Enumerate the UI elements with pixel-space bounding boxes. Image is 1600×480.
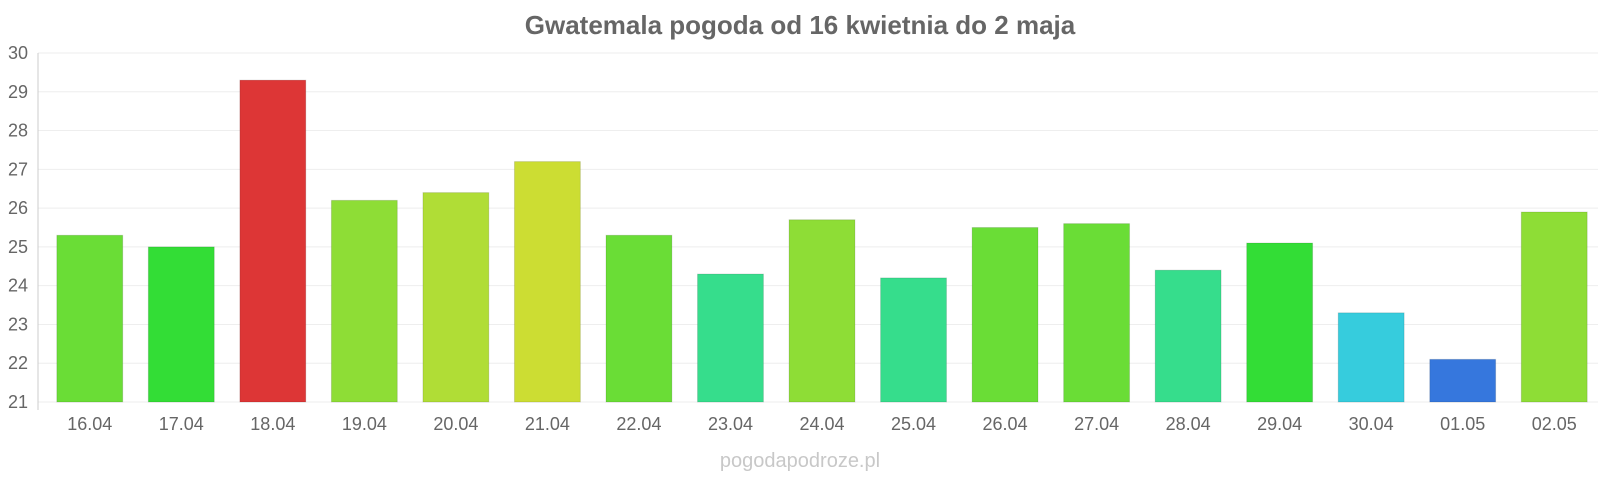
bar-02.05: [1520, 211, 1588, 403]
bar-18.04: [239, 79, 307, 403]
x-tick-label: 25.04: [891, 414, 936, 434]
bar-24.04: [788, 219, 856, 403]
y-tick-label: 24: [8, 276, 28, 296]
x-tick-label: 30.04: [1349, 414, 1394, 434]
x-tick-label: 18.04: [250, 414, 295, 434]
x-tick-label: 29.04: [1257, 414, 1302, 434]
x-tick-label: 22.04: [616, 414, 661, 434]
bar-01.05: [1429, 358, 1497, 403]
bar-26.04: [971, 227, 1039, 403]
bar-27.04: [1063, 223, 1131, 403]
bar-19.04: [330, 199, 398, 403]
x-tick-label: 24.04: [799, 414, 844, 434]
y-tick-label: 22: [8, 353, 28, 373]
x-tick-label: 26.04: [983, 414, 1028, 434]
bars: [56, 79, 1588, 403]
y-tick-label: 26: [8, 198, 28, 218]
x-tick-label: 17.04: [159, 414, 204, 434]
x-tick-label: 21.04: [525, 414, 570, 434]
bar-30.04: [1337, 312, 1405, 403]
x-tick-label: 27.04: [1074, 414, 1119, 434]
x-tick-label: 20.04: [433, 414, 478, 434]
bar-17.04: [147, 246, 215, 403]
x-tick-label: 23.04: [708, 414, 753, 434]
x-tick-label: 28.04: [1166, 414, 1211, 434]
y-tick-label: 28: [8, 121, 28, 141]
bar-23.04: [697, 273, 764, 403]
bar-28.04: [1154, 269, 1222, 403]
x-tick-label: 01.05: [1440, 414, 1485, 434]
x-axis-ticks: 16.04 17.04 18.04 19.04 20.04 21.04 22.04 23.04…: [67, 414, 1577, 434]
y-tick-label: 21: [8, 392, 28, 412]
watermark: pogodapodroze.pl: [719, 450, 881, 472]
bar-21.04: [513, 161, 581, 403]
y-tick-label: 23: [8, 314, 28, 334]
x-tick-label: 02.05: [1532, 414, 1577, 434]
bar-25.04: [880, 277, 947, 403]
bar-29.04: [1246, 242, 1314, 403]
y-tick-label: 27: [8, 159, 28, 179]
y-tick-label: 29: [8, 82, 28, 102]
bar-16.04: [56, 234, 124, 403]
y-tick-label: 25: [8, 237, 28, 257]
bar-22.04: [605, 234, 673, 403]
x-tick-label: 19.04: [342, 414, 387, 434]
chart-title: Gwatemala pogoda od 16 kwietnia do 2 maj…: [524, 10, 1076, 40]
x-tick-label: 16.04: [67, 414, 112, 434]
bar-20.04: [422, 192, 490, 403]
y-tick-label: 30: [8, 43, 28, 63]
y-axis-ticks: 21 22 23 24 25 26 27 28 29 30: [8, 43, 28, 412]
